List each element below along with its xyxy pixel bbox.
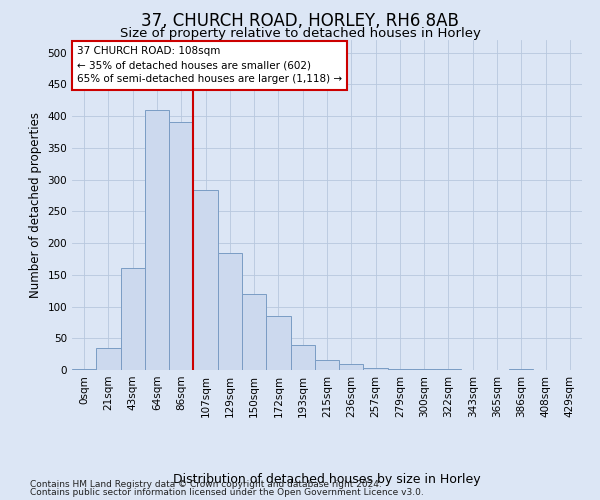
Text: 37, CHURCH ROAD, HORLEY, RH6 8AB: 37, CHURCH ROAD, HORLEY, RH6 8AB bbox=[141, 12, 459, 30]
Bar bbox=[96, 348, 121, 370]
Bar bbox=[218, 252, 242, 370]
Bar bbox=[169, 122, 193, 370]
Bar bbox=[315, 360, 339, 370]
Bar bbox=[388, 368, 412, 370]
Bar bbox=[72, 368, 96, 370]
Text: Contains public sector information licensed under the Open Government Licence v3: Contains public sector information licen… bbox=[30, 488, 424, 497]
Bar bbox=[242, 294, 266, 370]
Text: Contains HM Land Registry data © Crown copyright and database right 2024.: Contains HM Land Registry data © Crown c… bbox=[30, 480, 382, 489]
Text: Size of property relative to detached houses in Horley: Size of property relative to detached ho… bbox=[119, 28, 481, 40]
Y-axis label: Number of detached properties: Number of detached properties bbox=[29, 112, 42, 298]
Bar bbox=[266, 316, 290, 370]
Bar bbox=[121, 268, 145, 370]
Bar bbox=[145, 110, 169, 370]
Bar bbox=[290, 344, 315, 370]
Bar bbox=[364, 368, 388, 370]
Bar bbox=[193, 190, 218, 370]
X-axis label: Distribution of detached houses by size in Horley: Distribution of detached houses by size … bbox=[173, 472, 481, 486]
Text: 37 CHURCH ROAD: 108sqm
← 35% of detached houses are smaller (602)
65% of semi-de: 37 CHURCH ROAD: 108sqm ← 35% of detached… bbox=[77, 46, 342, 84]
Bar bbox=[339, 364, 364, 370]
